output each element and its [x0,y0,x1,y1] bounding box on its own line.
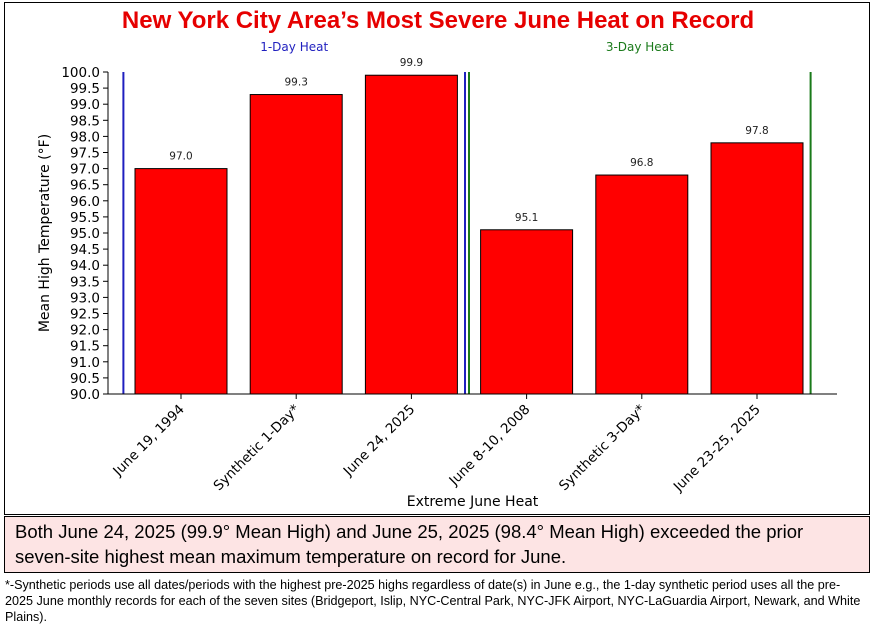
y-tick-label: 90.5 [70,371,100,387]
chart-title: New York City Area’s Most Severe June He… [121,7,755,34]
y-tick-label: 99.5 [70,81,100,97]
bar [710,142,804,395]
y-tick-label: 92.5 [70,307,100,323]
x-tick-label: Synthetic 3-Day* [556,401,649,494]
highlight-note: Both June 24, 2025 (99.9° Mean High) and… [4,516,870,573]
y-tick-label: 94.5 [70,242,100,258]
y-tick-label: 95.0 [70,226,100,242]
bar [249,94,343,395]
y-tick-label: 95.5 [70,210,100,226]
y-tick-label: 98.5 [70,113,100,129]
bar [595,174,689,395]
bar-value-label: 99.3 [285,77,308,89]
y-tick-label: 100.0 [61,65,100,81]
y-tick-label: 91.5 [70,339,100,355]
bar [480,229,574,395]
bar-value-label: 96.8 [630,157,653,169]
footnote: *-Synthetic periods use all dates/period… [5,578,861,624]
chart-frame: 90.0 90.5 91.0 91.5 92.0 92.5 93.0 93.5 94.0 94.5… [4,2,870,515]
y-tick-label: 91.0 [70,355,100,371]
x-tick-label: Synthetic 1-Day* [210,401,303,494]
bar-value-label: 97.8 [745,125,768,137]
bar-value-label: 99.9 [400,57,423,69]
y-tick-label: 90.0 [70,387,100,403]
y-tick-label: 98.0 [70,129,100,145]
y-tick-label: 92.0 [70,323,100,339]
y-tick-label: 97.0 [70,162,100,178]
y-tick-label: 99.0 [70,97,100,113]
bar [364,74,458,395]
y-tick-label: 93.5 [70,274,100,290]
y-axis-label: Mean High Temperature (°F) [37,134,53,332]
x-tick-label: June 23-25, 2025 [670,402,764,496]
group-label: 1-Day Heat [260,40,328,54]
group-label: 3-Day Heat [606,40,674,54]
x-tick-label: June 24, 2025 [340,402,418,480]
chart-svg: 90.090.591.091.592.092.593.093.594.094.5… [37,40,837,510]
y-tick-label: 93.0 [70,290,100,306]
bar [134,168,228,395]
x-tick-label: June 8-10, 2008 [446,402,534,490]
y-tick-label: 94.0 [70,258,100,274]
bar-value-label: 97.0 [169,151,192,163]
x-axis-label: Extreme June Heat [407,494,539,510]
y-tick-label: 96.0 [70,194,100,210]
bar-value-label: 95.1 [515,212,538,224]
y-tick-label: 96.5 [70,178,100,194]
y-tick-label: 97.5 [70,146,100,162]
x-tick-label: June 19, 1994 [109,402,187,480]
